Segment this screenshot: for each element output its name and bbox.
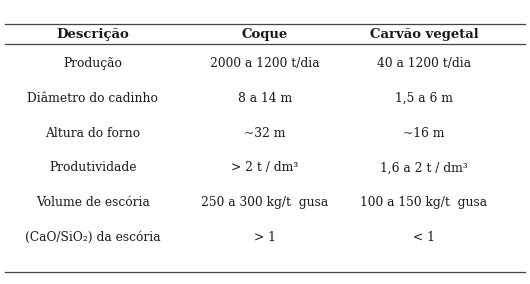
Text: 40 a 1200 t/dia: 40 a 1200 t/dia xyxy=(377,57,471,70)
Text: 100 a 150 kg/t  gusa: 100 a 150 kg/t gusa xyxy=(360,196,488,209)
Text: Altura do forno: Altura do forno xyxy=(45,127,140,140)
Text: Diâmetro do cadinho: Diâmetro do cadinho xyxy=(28,92,158,105)
Text: > 1: > 1 xyxy=(254,231,276,244)
Text: Volume de escória: Volume de escória xyxy=(36,196,149,209)
Text: 2000 a 1200 t/dia: 2000 a 1200 t/dia xyxy=(210,57,320,70)
Text: ~32 m: ~32 m xyxy=(244,127,286,140)
Text: < 1: < 1 xyxy=(413,231,435,244)
Text: 1,5 a 6 m: 1,5 a 6 m xyxy=(395,92,453,105)
Text: 250 a 300 kg/t  gusa: 250 a 300 kg/t gusa xyxy=(201,196,329,209)
Text: 1,6 a 2 t / dm³: 1,6 a 2 t / dm³ xyxy=(380,161,468,174)
Text: Produtividade: Produtividade xyxy=(49,161,137,174)
Text: Descrição: Descrição xyxy=(56,28,129,41)
Text: Produção: Produção xyxy=(63,57,122,70)
Text: Coque: Coque xyxy=(242,28,288,41)
Text: 8 a 14 m: 8 a 14 m xyxy=(238,92,292,105)
Text: (CaO/SiO₂) da escória: (CaO/SiO₂) da escória xyxy=(25,231,161,244)
Text: > 2 t / dm³: > 2 t / dm³ xyxy=(232,161,298,174)
Text: Carvão vegetal: Carvão vegetal xyxy=(369,28,479,41)
Text: ~16 m: ~16 m xyxy=(403,127,445,140)
